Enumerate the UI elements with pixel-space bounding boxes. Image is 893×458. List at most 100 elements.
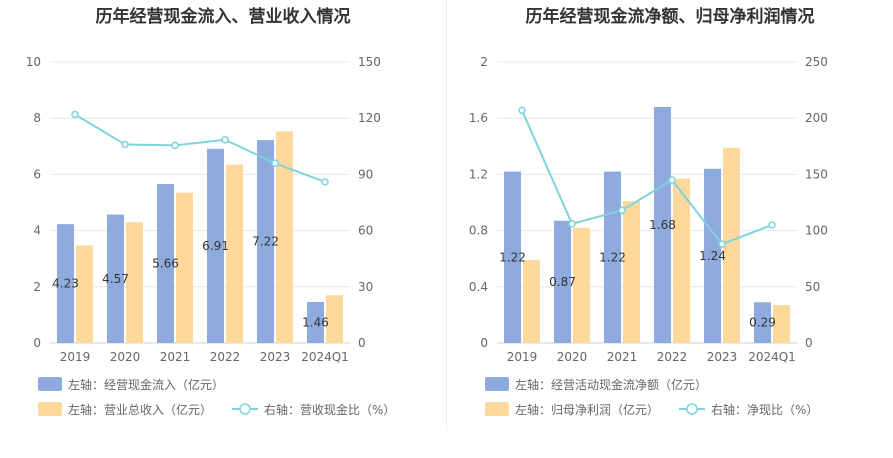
x-axis-tick-label: 2021 xyxy=(160,350,191,364)
data-label: 0.87 xyxy=(549,275,576,289)
panel-divider xyxy=(446,0,447,430)
legend-label: 左轴：经营活动现金流净额（亿元） xyxy=(515,377,707,392)
x-axis-tick-label: 2022 xyxy=(210,350,241,364)
legend-swatch xyxy=(485,402,509,416)
left-axis-tick-label: 6 xyxy=(33,167,41,181)
bar-net-cashflow xyxy=(504,171,521,343)
left-axis-tick-label: 4 xyxy=(33,224,41,238)
right-axis-tick-label: 0 xyxy=(358,336,366,350)
x-axis-tick-label: 2020 xyxy=(557,350,588,364)
line-point xyxy=(271,159,279,167)
legend-label: 左轴：经营现金流入（亿元） xyxy=(68,377,224,392)
line-point xyxy=(568,220,576,228)
legend-swatch xyxy=(38,377,62,391)
right-axis-tick-label: 60 xyxy=(358,224,373,238)
bar-revenue xyxy=(276,131,293,343)
chart-panel-net-cashflow-profit: 历年经营现金流净额、归母净利润情况 0 0 0.4 50 0.8 100 1.2 150 1.6… xyxy=(447,0,893,458)
x-axis-tick-label: 2021 xyxy=(607,350,638,364)
legend-label: 左轴：归母净利润（亿元） xyxy=(515,402,659,417)
right-axis-tick-label: 250 xyxy=(805,55,828,69)
line-point xyxy=(718,240,726,248)
right-axis-tick-label: 50 xyxy=(805,280,820,294)
data-label: 1.24 xyxy=(699,249,726,263)
x-axis-tick-label: 2024Q1 xyxy=(748,350,796,364)
line-point xyxy=(768,221,776,229)
bar-net-cashflow xyxy=(704,168,721,343)
right-axis-tick-label: 150 xyxy=(805,167,828,181)
x-axis-tick-label: 2019 xyxy=(60,350,91,364)
x-axis-tick-label: 2024Q1 xyxy=(301,350,349,364)
left-axis-tick-label: 8 xyxy=(33,111,41,125)
line-point xyxy=(518,106,526,115)
line-point xyxy=(618,206,626,215)
bar-cash-inflow xyxy=(257,140,274,343)
data-label: 1.46 xyxy=(302,315,329,329)
bar-cash-inflow xyxy=(307,301,324,343)
bar-revenue xyxy=(176,192,193,343)
x-axis-tick-label: 2023 xyxy=(260,350,291,364)
bar-revenue xyxy=(126,222,143,343)
left-axis-tick-label: 2 xyxy=(33,280,41,294)
chart-title: 历年经营现金流入、营业收入情况 xyxy=(96,6,351,27)
data-label: 1.22 xyxy=(599,250,626,264)
left-axis-tick-label: 0 xyxy=(480,336,488,350)
legend-label: 右轴：营收现金比（%） xyxy=(264,402,395,417)
chart-title: 历年经营现金流净额、归母净利润情况 xyxy=(526,6,815,27)
right-axis-tick-label: 90 xyxy=(358,167,373,181)
data-label: 5.66 xyxy=(152,256,179,270)
chart-cash-inflow-revenue: 历年经营现金流入、营业收入情况 0 0 2 30 4 60 6 90 8 120 10 150 2019… xyxy=(26,6,396,417)
left-axis-tick-label: 0.4 xyxy=(469,280,488,294)
bar-net-profit xyxy=(523,260,540,343)
bar-net-cashflow xyxy=(654,106,671,344)
legend-swatch xyxy=(485,377,509,391)
data-label: 4.57 xyxy=(102,272,129,286)
bar-cash-inflow xyxy=(57,224,74,343)
right-axis-tick-label: 200 xyxy=(805,111,828,125)
bar-cash-inflow xyxy=(207,148,224,343)
data-label: 1.22 xyxy=(499,250,526,264)
legend-label: 左轴：营业总收入（亿元） xyxy=(68,402,212,417)
data-label: 6.91 xyxy=(202,239,229,253)
bar-cash-inflow xyxy=(157,183,174,343)
data-label: 1.68 xyxy=(649,218,676,232)
data-label: 4.23 xyxy=(52,277,79,291)
x-axis-tick-label: 2023 xyxy=(707,350,738,364)
data-label: 0.29 xyxy=(749,316,776,330)
bar-net-profit xyxy=(573,227,590,343)
line-revenue-cash-ratio xyxy=(74,113,326,183)
bar-revenue xyxy=(226,164,243,343)
bar-net-cashflow xyxy=(554,220,571,343)
bar-cash-inflow xyxy=(107,214,124,343)
line-point xyxy=(171,141,179,150)
chart-panel-cash-inflow-revenue: 历年经营现金流入、营业收入情况 0 0 2 30 4 60 6 90 8 120 10 150 2019… xyxy=(0,0,446,458)
right-axis-tick-label: 100 xyxy=(805,224,828,238)
legend-line-marker xyxy=(239,403,251,415)
left-axis-tick-label: 0.8 xyxy=(469,224,488,238)
bar-net-cashflow xyxy=(754,302,771,343)
legend-label: 右轴：净现比（%） xyxy=(711,402,818,417)
bar-revenue xyxy=(76,245,93,343)
bar-net-profit xyxy=(773,305,790,343)
line-point xyxy=(121,140,129,149)
x-axis-tick-label: 2022 xyxy=(657,350,688,364)
right-axis-tick-label: 30 xyxy=(358,280,373,294)
right-axis-tick-label: 120 xyxy=(358,111,381,125)
legend-line-marker xyxy=(686,403,698,415)
legend-swatch xyxy=(38,402,62,416)
right-axis-tick-label: 0 xyxy=(805,336,813,350)
bar-revenue xyxy=(326,295,343,343)
right-axis-tick-label: 150 xyxy=(358,55,381,69)
bar-net-profit xyxy=(673,178,690,343)
left-axis-tick-label: 10 xyxy=(26,55,41,69)
left-axis-tick-label: 1.2 xyxy=(469,167,488,181)
line-point xyxy=(221,135,229,144)
bar-net-profit xyxy=(623,201,640,343)
line-point xyxy=(71,110,79,119)
x-axis-tick-label: 2020 xyxy=(110,350,141,364)
data-label: 7.22 xyxy=(252,235,279,249)
line-point xyxy=(668,176,676,184)
line-point xyxy=(321,178,329,186)
line-net-cash-ratio xyxy=(521,109,773,246)
left-axis-tick-label: 1.6 xyxy=(469,111,488,125)
bar-net-profit xyxy=(723,147,740,343)
